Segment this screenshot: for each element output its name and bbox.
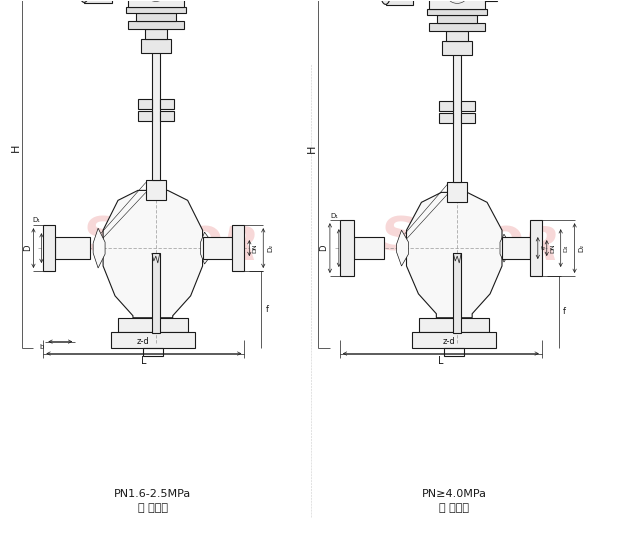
Text: D₂: D₂ xyxy=(267,244,273,252)
Bar xyxy=(462,101,475,111)
Bar xyxy=(126,7,185,13)
Bar xyxy=(233,225,244,271)
Bar xyxy=(152,51,160,181)
Bar xyxy=(145,29,167,39)
Bar xyxy=(354,237,384,259)
Bar xyxy=(128,21,183,29)
Text: PN1.6-2.5MPa: PN1.6-2.5MPa xyxy=(114,489,192,499)
Bar xyxy=(111,332,195,348)
Bar xyxy=(340,220,354,276)
Bar xyxy=(136,13,175,21)
Bar xyxy=(84,0,112,3)
Text: D₁: D₁ xyxy=(32,217,40,223)
Bar xyxy=(462,113,475,123)
Ellipse shape xyxy=(79,0,89,2)
Text: 座 接法兰: 座 接法兰 xyxy=(138,503,168,513)
Polygon shape xyxy=(200,232,213,264)
Polygon shape xyxy=(103,190,203,318)
Bar xyxy=(143,348,163,356)
Bar xyxy=(429,0,485,10)
Text: H: H xyxy=(11,143,21,152)
Text: SH: SH xyxy=(381,216,454,261)
Bar xyxy=(485,0,497,2)
Bar xyxy=(453,253,462,333)
Text: 座 接法兰: 座 接法兰 xyxy=(439,503,469,513)
Bar xyxy=(502,237,530,259)
Bar xyxy=(55,237,90,259)
Bar xyxy=(427,10,487,15)
Bar xyxy=(437,15,477,23)
Bar xyxy=(138,111,152,121)
Bar xyxy=(152,253,160,333)
Text: D: D xyxy=(23,245,32,252)
Text: b: b xyxy=(39,344,44,350)
Text: t₂: t₂ xyxy=(541,246,546,251)
Text: L: L xyxy=(141,356,147,366)
Text: DN: DN xyxy=(550,243,555,253)
Text: f: f xyxy=(563,307,566,316)
Bar xyxy=(439,113,453,123)
Bar xyxy=(138,99,152,109)
Text: z-d: z-d xyxy=(136,337,149,346)
Text: PN≥4.0MPa: PN≥4.0MPa xyxy=(422,489,487,499)
Bar xyxy=(160,99,174,109)
Text: DN: DN xyxy=(253,243,258,253)
Bar xyxy=(160,111,174,121)
Bar xyxy=(118,318,188,332)
Bar xyxy=(530,220,542,276)
Bar xyxy=(141,39,170,53)
Text: D₂: D₂ xyxy=(578,244,585,252)
Text: D₁: D₁ xyxy=(330,213,338,219)
Polygon shape xyxy=(407,192,502,318)
Bar xyxy=(412,332,496,348)
Text: D₄: D₄ xyxy=(563,245,568,252)
Ellipse shape xyxy=(381,0,391,4)
Bar xyxy=(453,53,462,182)
Text: z-d: z-d xyxy=(443,337,456,346)
Bar xyxy=(429,23,485,31)
Bar xyxy=(128,0,183,7)
Bar xyxy=(419,318,489,332)
Text: f: f xyxy=(266,305,269,314)
Bar xyxy=(442,41,472,55)
Text: WOR: WOR xyxy=(131,225,260,271)
Polygon shape xyxy=(93,228,105,268)
Text: H: H xyxy=(307,144,317,153)
Bar xyxy=(386,0,414,5)
Text: WOR: WOR xyxy=(432,225,560,271)
Text: D: D xyxy=(320,245,328,252)
Text: SH: SH xyxy=(82,216,156,261)
Bar xyxy=(439,101,453,111)
Polygon shape xyxy=(397,230,409,266)
Bar xyxy=(444,348,464,356)
Bar xyxy=(146,181,165,200)
Bar xyxy=(203,237,233,259)
Bar xyxy=(447,31,468,41)
Bar xyxy=(447,182,467,203)
Bar xyxy=(44,225,55,271)
Text: L: L xyxy=(438,356,443,366)
Polygon shape xyxy=(500,234,510,262)
